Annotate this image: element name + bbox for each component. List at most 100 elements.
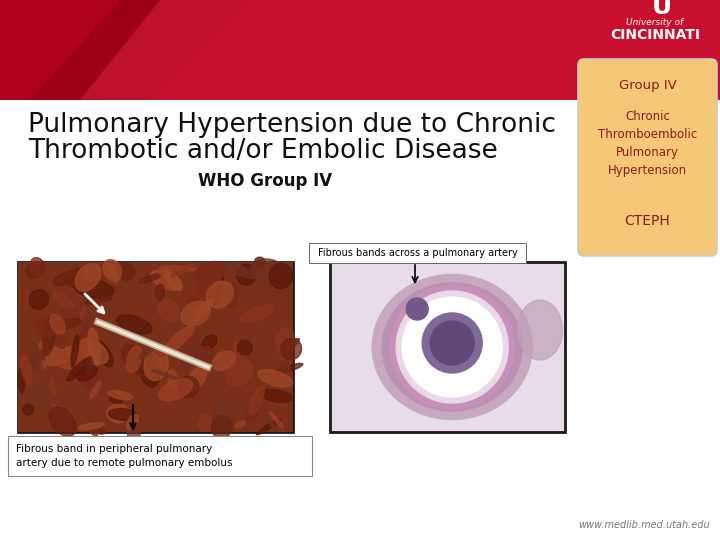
Ellipse shape [251,259,288,284]
Ellipse shape [213,278,224,307]
Bar [330,262,565,432]
Ellipse shape [126,346,142,373]
Ellipse shape [276,328,294,354]
Ellipse shape [54,319,81,329]
Ellipse shape [108,390,132,400]
Circle shape [390,285,514,409]
Ellipse shape [122,345,153,377]
Ellipse shape [168,370,179,391]
Text: University of: University of [626,18,683,28]
Ellipse shape [109,409,137,420]
Ellipse shape [42,317,55,355]
Ellipse shape [140,333,163,359]
Text: Fibrous bands across a pulmonary artery: Fibrous bands across a pulmonary artery [318,248,518,258]
Ellipse shape [127,415,138,430]
Ellipse shape [151,370,181,381]
Text: Ü: Ü [652,0,672,19]
Ellipse shape [53,394,71,405]
Ellipse shape [84,298,112,304]
Ellipse shape [85,409,96,426]
Polygon shape [80,0,250,100]
Ellipse shape [238,340,252,355]
Ellipse shape [276,275,287,285]
Text: CINCINNATI: CINCINNATI [610,28,700,42]
Ellipse shape [80,339,108,364]
Ellipse shape [30,258,46,275]
Ellipse shape [81,366,104,389]
Ellipse shape [187,337,202,358]
Ellipse shape [234,341,246,358]
Ellipse shape [144,348,168,381]
Ellipse shape [258,369,292,387]
Ellipse shape [77,366,97,381]
Ellipse shape [281,338,302,360]
Ellipse shape [44,346,71,366]
Ellipse shape [171,264,194,277]
Ellipse shape [212,400,237,427]
Ellipse shape [81,380,104,395]
Ellipse shape [101,268,115,294]
Ellipse shape [196,284,217,302]
Ellipse shape [150,271,182,291]
Ellipse shape [88,426,98,436]
Ellipse shape [286,339,300,349]
Ellipse shape [31,342,42,374]
Ellipse shape [184,349,196,372]
Ellipse shape [235,421,246,428]
Text: CTEPH: CTEPH [625,214,670,228]
Ellipse shape [225,285,238,308]
Ellipse shape [126,414,140,443]
Ellipse shape [106,264,120,284]
Circle shape [406,298,428,320]
Ellipse shape [161,340,171,350]
Ellipse shape [18,369,24,393]
Ellipse shape [75,264,101,291]
Ellipse shape [198,415,214,431]
Ellipse shape [67,357,90,381]
Ellipse shape [58,345,86,369]
Ellipse shape [193,299,213,321]
Ellipse shape [25,261,45,278]
Ellipse shape [178,376,199,397]
Ellipse shape [241,305,274,322]
Ellipse shape [96,430,106,434]
Ellipse shape [86,356,93,375]
Ellipse shape [155,342,168,356]
Ellipse shape [163,269,182,291]
Ellipse shape [117,262,135,280]
Ellipse shape [50,379,57,407]
Polygon shape [0,0,120,100]
Text: Chronic
Thromboembolic
Pulmonary
Hypertension: Chronic Thromboembolic Pulmonary Hyperte… [598,110,697,177]
Ellipse shape [196,347,214,364]
Ellipse shape [372,274,532,420]
Ellipse shape [382,283,522,411]
Circle shape [431,321,474,365]
Ellipse shape [50,314,65,334]
Ellipse shape [158,300,179,321]
Text: www.medlib.med.utah.edu: www.medlib.med.utah.edu [578,520,710,530]
Ellipse shape [202,335,217,350]
Ellipse shape [187,298,199,308]
Ellipse shape [518,300,562,360]
Ellipse shape [260,389,293,402]
FancyBboxPatch shape [578,59,717,256]
Ellipse shape [139,353,160,387]
Ellipse shape [90,382,101,399]
Ellipse shape [49,407,76,436]
Text: Thrombotic and/or Embolic Disease: Thrombotic and/or Embolic Disease [28,138,498,164]
Ellipse shape [236,264,256,285]
Ellipse shape [220,263,258,278]
Ellipse shape [39,342,48,349]
Ellipse shape [181,301,210,326]
Ellipse shape [74,279,114,298]
Ellipse shape [117,315,152,334]
Ellipse shape [21,354,32,384]
Ellipse shape [66,279,79,288]
Ellipse shape [257,406,278,431]
Ellipse shape [256,419,281,435]
Ellipse shape [107,404,130,423]
Ellipse shape [21,354,45,375]
Ellipse shape [85,346,102,364]
Ellipse shape [246,409,258,421]
Ellipse shape [103,260,122,280]
